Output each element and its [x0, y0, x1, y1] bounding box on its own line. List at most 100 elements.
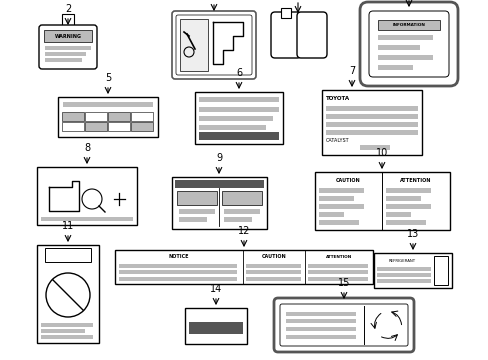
Bar [199, 116, 272, 121]
Bar [224, 217, 251, 222]
Text: ATTENTION: ATTENTION [400, 177, 431, 183]
Text: INFORMATION: INFORMATION [392, 23, 425, 27]
Bar [318, 212, 343, 217]
Bar [179, 217, 206, 222]
Text: 12: 12 [237, 226, 250, 236]
Bar [180, 19, 207, 71]
Bar [62, 122, 84, 131]
Bar [224, 209, 260, 214]
Text: CAUTION: CAUTION [261, 255, 286, 260]
Bar [37, 245, 99, 343]
Bar [245, 270, 301, 274]
Text: REFRIGERANT: REFRIGERANT [387, 259, 415, 263]
FancyBboxPatch shape [296, 12, 326, 58]
Bar [41, 217, 133, 221]
Bar [318, 196, 353, 201]
Bar [385, 188, 430, 193]
Text: 15: 15 [337, 278, 349, 288]
Bar [179, 209, 215, 214]
FancyBboxPatch shape [359, 2, 457, 86]
Bar [108, 122, 130, 131]
Bar [62, 112, 84, 121]
Text: 13: 13 [406, 229, 418, 239]
Bar [119, 277, 237, 281]
Bar [45, 52, 86, 56]
Text: TOYOTA: TOYOTA [325, 96, 349, 102]
Text: NOTICE: NOTICE [168, 255, 189, 260]
Bar [199, 132, 279, 140]
Bar [119, 270, 237, 274]
Bar [85, 112, 107, 121]
Bar [245, 264, 301, 268]
Bar [108, 112, 130, 121]
Text: 5: 5 [104, 73, 111, 83]
Bar [285, 335, 355, 339]
Bar [377, 65, 412, 70]
Bar [281, 8, 290, 18]
Bar [321, 90, 421, 155]
Bar [318, 188, 363, 193]
Bar [195, 92, 283, 144]
Bar [373, 253, 451, 288]
Bar [41, 323, 93, 327]
Text: CATALYST: CATALYST [325, 139, 349, 144]
Text: WARNING: WARNING [54, 33, 81, 39]
Text: 14: 14 [209, 284, 222, 294]
Bar [325, 122, 417, 127]
Bar [325, 106, 417, 111]
Bar [44, 30, 92, 42]
Bar [37, 167, 137, 225]
Text: 7: 7 [348, 66, 354, 76]
Bar [377, 45, 419, 50]
Text: 9: 9 [216, 153, 222, 163]
Bar [119, 264, 237, 268]
Bar [45, 248, 91, 262]
FancyBboxPatch shape [273, 298, 413, 352]
Bar [285, 327, 355, 331]
Bar [385, 204, 430, 209]
Bar [131, 122, 153, 131]
Bar [377, 20, 439, 30]
FancyBboxPatch shape [280, 304, 407, 346]
Bar [199, 125, 265, 130]
Bar [41, 335, 93, 339]
Bar [385, 196, 420, 201]
FancyBboxPatch shape [270, 12, 301, 58]
Bar [376, 267, 430, 271]
Text: 6: 6 [235, 68, 242, 78]
Bar [199, 97, 279, 102]
Bar [285, 312, 355, 316]
Bar [307, 270, 367, 274]
Bar [318, 220, 358, 225]
Bar [245, 277, 301, 281]
Text: ATTENTION: ATTENTION [325, 255, 351, 259]
Bar [314, 172, 449, 230]
Bar [45, 58, 81, 62]
Bar [199, 107, 279, 112]
Bar [175, 180, 264, 188]
Bar [325, 114, 417, 119]
Bar [63, 102, 153, 107]
Bar [359, 145, 389, 150]
FancyBboxPatch shape [368, 11, 448, 77]
Bar [131, 112, 153, 121]
Text: 11: 11 [62, 221, 74, 231]
Text: CAUTION: CAUTION [335, 177, 360, 183]
FancyBboxPatch shape [172, 11, 256, 79]
Bar [85, 122, 107, 131]
Bar [115, 250, 372, 284]
Bar [184, 308, 246, 344]
Bar [307, 264, 367, 268]
Bar [41, 329, 85, 333]
Bar [385, 212, 410, 217]
Bar [377, 55, 432, 60]
Bar [58, 97, 158, 137]
Bar [385, 220, 425, 225]
Bar [376, 279, 430, 283]
Bar [222, 191, 262, 205]
Bar [433, 256, 447, 285]
FancyBboxPatch shape [176, 15, 251, 75]
Bar [318, 204, 363, 209]
Bar [189, 322, 243, 334]
Bar [45, 46, 91, 50]
